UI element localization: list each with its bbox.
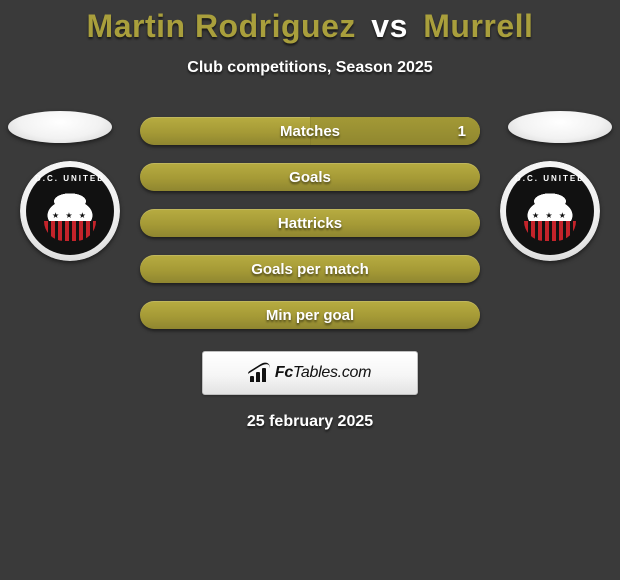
brand-box: FcTables.com — [202, 351, 418, 395]
player1-club-badge-icon: D.C. UNITED ★ ★ ★ — [20, 161, 120, 261]
player2-club-badge-icon: D.C. UNITED ★ ★ ★ — [500, 161, 600, 261]
player1-token-icon — [8, 111, 112, 143]
fctables-logo-icon — [249, 364, 271, 382]
player2-name: Murrell — [423, 8, 533, 44]
stat-bar-min-per-goal: Min per goal — [140, 301, 480, 329]
stat-label: Matches — [280, 123, 340, 140]
page-title: Martin Rodriguez vs Murrell — [0, 0, 620, 45]
stat-bars: Matches 1 Goals Hattricks Goals per matc… — [140, 117, 480, 329]
brand-text: FcTables.com — [275, 364, 371, 382]
vs-text: vs — [371, 8, 408, 44]
badge-stars-icon: ★ ★ ★ — [26, 211, 114, 220]
stat-label: Min per goal — [266, 307, 354, 324]
stat-bar-hattricks: Hattricks — [140, 209, 480, 237]
stat-label: Goals — [289, 169, 331, 186]
stats-area: D.C. UNITED ★ ★ ★ D.C. UNITED ★ ★ ★ Matc… — [0, 117, 620, 329]
player1-name: Martin Rodriguez — [87, 8, 356, 44]
player2-token-icon — [508, 111, 612, 143]
subtitle: Club competitions, Season 2025 — [0, 59, 620, 77]
badge-stars-icon: ★ ★ ★ — [506, 211, 594, 220]
badge-arc-text: D.C. UNITED — [506, 174, 594, 183]
date-text: 25 february 2025 — [0, 413, 620, 431]
stat-label: Goals per match — [251, 261, 369, 278]
badge-arc-text: D.C. UNITED — [26, 174, 114, 183]
stat-bar-goals: Goals — [140, 163, 480, 191]
stat-bar-goals-per-match: Goals per match — [140, 255, 480, 283]
stat-label: Hattricks — [278, 215, 342, 232]
stat-value-right: 1 — [458, 123, 466, 140]
brand-prefix: Fc — [275, 364, 293, 381]
brand-suffix: Tables.com — [293, 364, 371, 381]
stat-bar-matches: Matches 1 — [140, 117, 480, 145]
